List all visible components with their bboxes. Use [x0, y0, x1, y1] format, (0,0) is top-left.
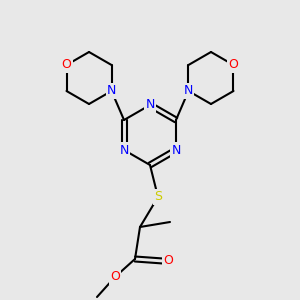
Text: S: S: [154, 190, 162, 203]
Text: N: N: [119, 143, 129, 157]
Text: N: N: [184, 85, 193, 98]
Text: O: O: [163, 254, 173, 268]
Text: O: O: [229, 58, 238, 71]
Text: N: N: [171, 143, 181, 157]
Text: N: N: [145, 98, 155, 112]
Text: N: N: [107, 85, 116, 98]
Text: O: O: [61, 58, 71, 71]
Text: O: O: [110, 271, 120, 284]
